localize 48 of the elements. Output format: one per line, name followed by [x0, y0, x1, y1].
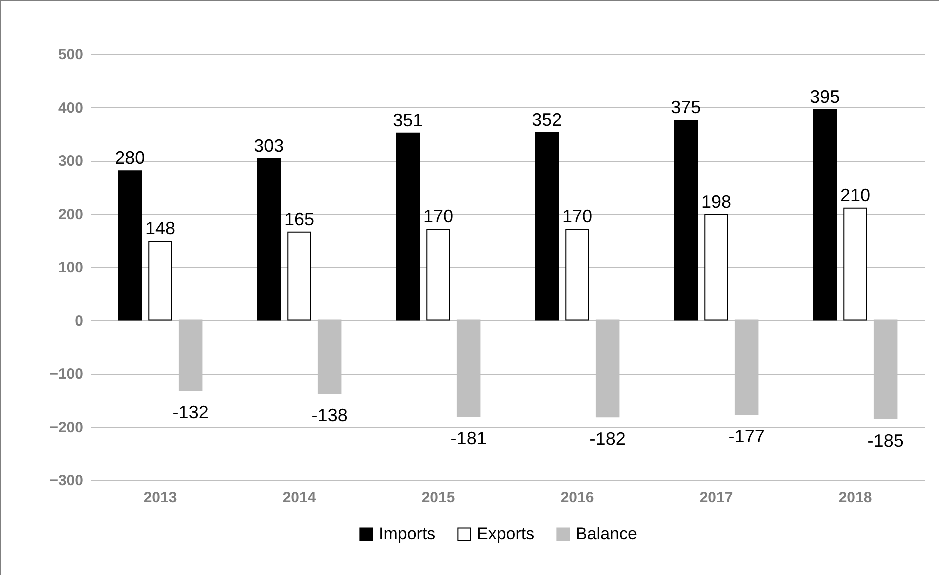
bar [426, 229, 450, 321]
y-tick-label: 0 [75, 312, 84, 330]
bar [257, 158, 282, 321]
bar [566, 229, 590, 321]
y-tick-label: 400 [58, 100, 84, 117]
bar [674, 120, 698, 321]
x-tick-label: 2018 [838, 490, 872, 506]
data-label: -185 [868, 430, 904, 451]
data-label: 395 [810, 86, 840, 107]
x-tick-label: 2016 [560, 490, 594, 506]
data-label: -138 [312, 406, 348, 426]
bar [813, 109, 838, 321]
x-tick-label: 2015 [422, 490, 456, 506]
x-tick-label: 2013 [144, 490, 178, 506]
y-tick-label: 200 [58, 206, 84, 224]
legend-label: Balance [576, 524, 638, 544]
data-label: 148 [145, 218, 176, 238]
bar [148, 240, 172, 321]
data-label: 198 [701, 192, 732, 212]
x-tick-label: 2017 [700, 490, 734, 506]
legend-label: Exports [477, 524, 535, 544]
data-label: 280 [115, 148, 146, 168]
y-tick-label: 500 [58, 46, 84, 64]
y-tick-label: 300 [58, 153, 84, 170]
legend-label: Imports [379, 524, 436, 544]
bar [704, 214, 728, 321]
y-tick-label: −100 [50, 366, 84, 383]
y-tick-label: 100 [58, 260, 84, 276]
data-label: 170 [423, 206, 454, 227]
bar [535, 132, 560, 321]
data-label: 351 [393, 110, 424, 130]
bar [396, 132, 420, 321]
data-label: -132 [172, 402, 209, 423]
data-label: -182 [590, 429, 626, 450]
bar [844, 208, 868, 321]
data-label: -181 [450, 428, 487, 449]
data-label: 210 [840, 185, 871, 206]
bar [118, 170, 142, 321]
data-label: 165 [284, 209, 315, 230]
x-tick-label: 2014 [282, 490, 317, 506]
data-label: 303 [254, 136, 284, 156]
data-label: 375 [671, 98, 702, 118]
data-label: 352 [532, 110, 562, 130]
y-tick-label: −300 [50, 472, 84, 490]
data-label: -177 [728, 426, 765, 447]
data-label: 170 [562, 206, 593, 227]
y-tick-label: −200 [50, 419, 84, 436]
bar [288, 232, 312, 321]
